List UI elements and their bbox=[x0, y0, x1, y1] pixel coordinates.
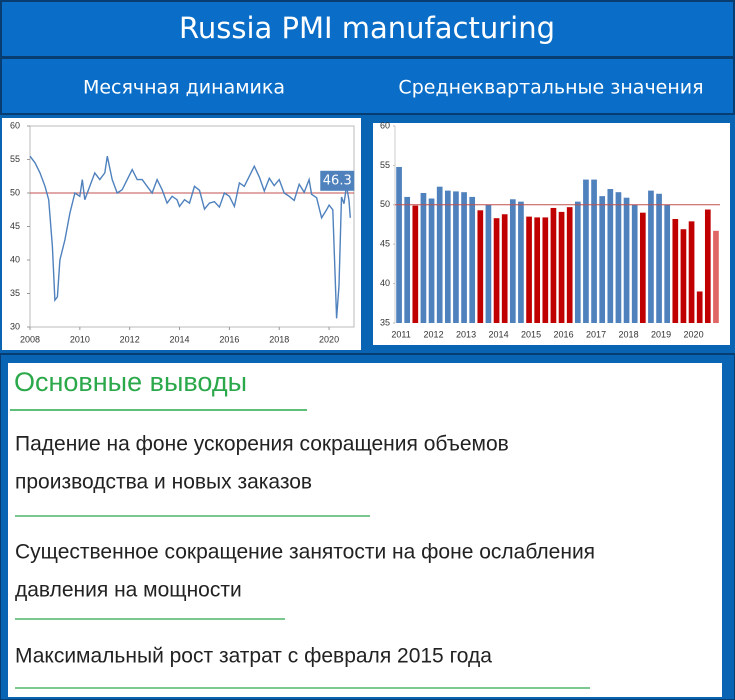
x-tick-label: 2020 bbox=[684, 329, 704, 339]
bar bbox=[574, 201, 581, 323]
bar bbox=[599, 196, 606, 323]
bar bbox=[607, 189, 614, 323]
bar bbox=[696, 291, 703, 323]
bar bbox=[477, 210, 484, 323]
bar bbox=[550, 207, 557, 323]
y-tick-label: 35 bbox=[10, 288, 20, 298]
conclusion-text: Максимальный рост затрат с февраля 2015 … bbox=[15, 645, 492, 668]
conclusions-title: Основные выводы bbox=[14, 367, 247, 397]
x-tick-label: 2019 bbox=[651, 329, 671, 339]
x-tick-label: 2010 bbox=[70, 334, 90, 344]
x-tick-label: 2016 bbox=[219, 334, 239, 344]
bar bbox=[412, 205, 419, 323]
chart-title: Месячная динамика bbox=[83, 77, 285, 99]
y-tick-label: 60 bbox=[380, 120, 390, 130]
bar bbox=[420, 192, 427, 323]
bar bbox=[680, 229, 687, 323]
bar bbox=[688, 221, 695, 323]
conclusion-text: производства и новых заказов bbox=[15, 471, 312, 494]
bar bbox=[518, 201, 524, 323]
line-series bbox=[29, 155, 351, 319]
bar bbox=[453, 191, 459, 323]
bar bbox=[501, 214, 508, 323]
conclusions: Основные выводы Падение на фоне ускорения… bbox=[10, 367, 595, 689]
x-tick-label: 2020 bbox=[319, 334, 339, 344]
x-tick-label: 2018 bbox=[269, 334, 289, 344]
bar bbox=[558, 211, 565, 323]
y-tick-label: 45 bbox=[380, 239, 390, 249]
bar bbox=[509, 199, 516, 323]
y-tick-label: 55 bbox=[380, 160, 390, 170]
bar bbox=[493, 218, 500, 323]
bar bbox=[672, 218, 679, 323]
value-label-box bbox=[320, 170, 355, 191]
bar bbox=[639, 212, 646, 323]
bar bbox=[656, 193, 662, 323]
bar bbox=[396, 166, 402, 323]
x-tick-label: 2018 bbox=[619, 329, 639, 339]
x-tick-label: 2017 bbox=[586, 329, 606, 339]
chart-panel bbox=[2, 118, 361, 350]
bar bbox=[444, 190, 451, 323]
x-tick-label: 2012 bbox=[424, 329, 444, 339]
x-tick-label: 2016 bbox=[554, 329, 574, 339]
x-tick-label: 2014 bbox=[170, 334, 190, 344]
conclusions-panel bbox=[8, 363, 722, 697]
y-tick-label: 60 bbox=[10, 120, 20, 130]
bar bbox=[469, 196, 476, 323]
header bbox=[0, 0, 735, 58]
bar bbox=[704, 209, 711, 323]
bar bbox=[713, 230, 719, 323]
chart-title: Среднеквартальные значения bbox=[398, 77, 703, 99]
bar bbox=[591, 179, 597, 323]
x-tick-label: 2011 bbox=[391, 329, 410, 339]
bar bbox=[664, 204, 671, 323]
y-tick-label: 55 bbox=[10, 154, 20, 164]
x-tick-label: 2015 bbox=[521, 329, 541, 339]
bar bbox=[566, 207, 573, 323]
bar bbox=[526, 216, 532, 323]
bar bbox=[648, 190, 654, 323]
bar bbox=[631, 204, 638, 323]
y-tick-label: 45 bbox=[10, 221, 20, 231]
subheader bbox=[0, 57, 735, 115]
bar bbox=[428, 198, 435, 323]
conclusion-text: Падение на фоне ускорения сокращения объ… bbox=[15, 433, 509, 456]
bar bbox=[485, 204, 492, 323]
x-tick-label: 2008 bbox=[20, 334, 40, 344]
page-title: Russia PMI manufacturing bbox=[179, 11, 555, 45]
y-tick-label: 35 bbox=[380, 317, 390, 327]
bar bbox=[436, 186, 443, 323]
y-tick-label: 50 bbox=[10, 187, 20, 197]
y-tick-label: 50 bbox=[380, 199, 390, 209]
bar bbox=[404, 196, 411, 323]
bar bbox=[461, 192, 467, 323]
bar bbox=[615, 192, 622, 323]
y-tick-label: 40 bbox=[380, 278, 390, 288]
x-tick-label: 2012 bbox=[120, 334, 140, 344]
bar bbox=[623, 197, 630, 323]
conclusion-text: давления на мощности bbox=[15, 579, 242, 602]
x-tick-label: 2013 bbox=[456, 329, 476, 339]
y-tick-label: 40 bbox=[10, 254, 20, 264]
bar bbox=[542, 217, 549, 323]
bar bbox=[583, 179, 589, 323]
conclusion-text: Существенное сокращение занятости на фон… bbox=[15, 541, 595, 564]
y-tick-label: 30 bbox=[10, 321, 20, 331]
bar bbox=[534, 217, 541, 323]
value-label: 46.3 bbox=[323, 173, 352, 188]
x-tick-label: 2014 bbox=[489, 329, 509, 339]
